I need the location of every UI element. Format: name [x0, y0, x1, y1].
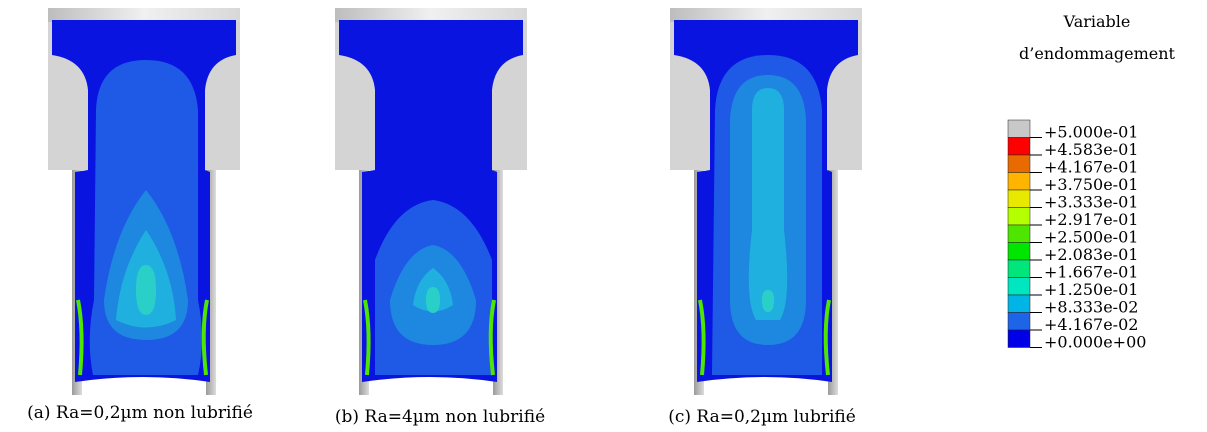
legend-label: +3.750e-01 [1044, 175, 1138, 194]
legend-label: +0.000e+00 [1044, 333, 1146, 352]
legend-swatch [1007, 224, 1031, 243]
legend-label: +2.083e-01 [1044, 245, 1138, 264]
legend-swatch [1007, 119, 1031, 138]
damage-contour [748, 88, 788, 320]
legend-label: +5.000e-01 [1044, 123, 1138, 142]
edge-damage [698, 299, 706, 376]
legend-swatch [1007, 329, 1031, 348]
legend-label: +4.167e-01 [1044, 158, 1138, 177]
damage-contour [426, 287, 440, 313]
caption: (c) Ra=0,2µm lubrifié [668, 407, 856, 427]
grip [48, 8, 240, 22]
legend-label: +2.500e-01 [1044, 228, 1138, 247]
panels [48, 8, 862, 395]
legend-swatch [1007, 137, 1031, 156]
die-right [206, 170, 216, 395]
edge-damage [76, 299, 84, 376]
edge-damage [363, 299, 371, 376]
die-right [828, 170, 838, 395]
legend-swatch [1007, 207, 1031, 226]
legend-label: +1.667e-01 [1044, 263, 1138, 282]
edge-damage [823, 299, 831, 376]
legend-swatch [1007, 294, 1031, 313]
legend-title: d’endommagement [1019, 44, 1176, 63]
edge-damage [488, 299, 496, 376]
legend-swatch [1007, 172, 1031, 191]
legend-label: +8.333e-02 [1044, 298, 1138, 317]
specimen [335, 8, 527, 395]
specimen [670, 8, 862, 395]
grip [670, 8, 862, 22]
specimen [48, 8, 240, 395]
legend-label: +4.167e-02 [1044, 315, 1138, 334]
caption: (b) Ra=4µm non lubrifié [335, 407, 545, 427]
legend-label: +3.333e-01 [1044, 193, 1138, 212]
legend-label: +2.917e-01 [1044, 210, 1138, 229]
legend-swatch [1007, 242, 1031, 261]
legend-label: +4.583e-01 [1044, 140, 1138, 159]
legend-swatch [1007, 277, 1031, 296]
legend: +5.000e-01+4.583e-01+4.167e-01+3.750e-01… [1007, 119, 1146, 352]
grip [335, 8, 527, 22]
legend-title: Variable [1063, 12, 1131, 31]
legend-label: +1.250e-01 [1044, 280, 1138, 299]
legend-swatch [1007, 154, 1031, 173]
damage-contour [762, 290, 774, 312]
legend-swatch [1007, 189, 1031, 208]
legend-swatch [1007, 312, 1031, 331]
die-right [493, 170, 503, 395]
legend-swatch [1007, 259, 1031, 278]
edge-damage [201, 299, 209, 376]
damage-contour [136, 265, 156, 315]
caption: (a) Ra=0,2µm non lubrifié [27, 403, 253, 423]
